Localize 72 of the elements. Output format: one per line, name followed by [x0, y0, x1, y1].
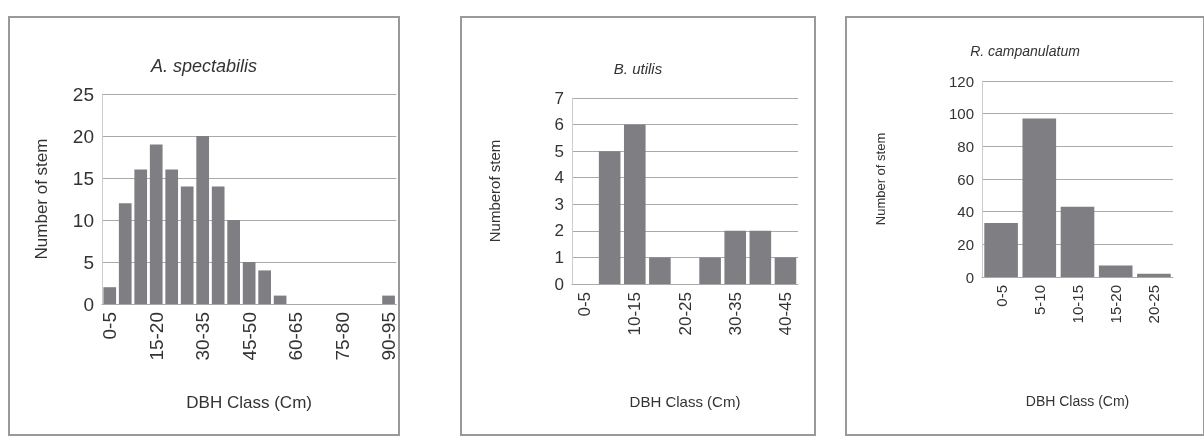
- x-tick-label: 20-25: [675, 292, 695, 336]
- chart-title: A. spectabilis: [149, 56, 258, 76]
- chart-title: R. campanulatum: [970, 43, 1081, 59]
- bar: [211, 186, 225, 304]
- x-tick-label: 90-95: [378, 312, 400, 361]
- bar: [134, 169, 148, 304]
- y-tick-label: 25: [72, 83, 94, 105]
- x-tick-label: 60-65: [285, 312, 307, 361]
- bar: [242, 262, 256, 304]
- y-tick-label: 120: [948, 72, 974, 90]
- x-tick-label: 20-25: [1145, 285, 1163, 324]
- y-tick-label: 20: [957, 235, 974, 253]
- y-axis-title: Number of stem: [873, 132, 888, 226]
- bar: [196, 136, 210, 304]
- x-tick-label: 45-50: [238, 312, 260, 361]
- bar: [774, 257, 797, 284]
- y-tick-label: 1: [554, 247, 564, 267]
- bar: [1022, 118, 1057, 277]
- bar: [649, 257, 671, 284]
- bar: [227, 220, 241, 304]
- x-tick-label: 30-35: [192, 312, 214, 361]
- x-tick-label: 10-15: [625, 292, 645, 336]
- y-tick-label: 0: [83, 293, 94, 315]
- y-tick-label: 80: [957, 137, 974, 155]
- bar: [984, 223, 1018, 277]
- bar: [724, 230, 747, 284]
- x-axis-title: DBH Class (Cm): [186, 393, 312, 412]
- chart-title: B. utilis: [613, 60, 663, 77]
- x-tick-label: 10-15: [1069, 285, 1086, 324]
- y-tick-label: 7: [554, 88, 564, 108]
- bar: [598, 151, 621, 284]
- bar: [1137, 273, 1171, 277]
- y-tick-label: 5: [83, 251, 94, 273]
- y-tick-label: 6: [554, 115, 564, 135]
- bar: [258, 270, 271, 304]
- y-tick-label: 60: [957, 170, 974, 188]
- bar: [382, 295, 395, 304]
- y-tick-label: 20: [72, 125, 94, 147]
- y-tick-label: 0: [965, 268, 974, 286]
- x-tick-label: 0-5: [99, 312, 121, 340]
- bar: [149, 144, 163, 304]
- x-tick-label: 75-80: [331, 312, 353, 361]
- y-tick-label: 40: [957, 203, 974, 221]
- bar: [749, 230, 772, 284]
- y-tick-label: 4: [554, 168, 564, 188]
- y-tick-label: 2: [554, 221, 564, 241]
- bar: [1060, 206, 1095, 277]
- x-axis-title: DBH Class (Cm): [629, 393, 741, 410]
- x-tick-label: 0-5: [575, 292, 595, 317]
- x-tick-label: 30-35: [725, 292, 745, 336]
- y-tick-label: 0: [554, 274, 564, 294]
- x-tick-label: 0-5: [992, 285, 1010, 307]
- y-tick-label: 3: [554, 194, 564, 214]
- bar: [623, 124, 646, 284]
- bar: [273, 295, 287, 304]
- bar: [118, 203, 132, 304]
- y-tick-label: 15: [72, 167, 94, 189]
- x-tick-label: 15-20: [145, 312, 167, 361]
- bar: [165, 169, 179, 304]
- bar: [699, 257, 721, 284]
- y-axis-title: Number of stem: [32, 138, 51, 260]
- x-tick-label: 5-10: [1030, 285, 1048, 316]
- bar: [180, 186, 194, 304]
- x-axis-title: DBH Class (Cm): [1025, 393, 1130, 409]
- x-tick-label: 40-45: [775, 292, 795, 336]
- y-axis-title: Numberof stem: [486, 139, 503, 243]
- bar: [1098, 265, 1133, 277]
- bar: [103, 287, 117, 304]
- y-tick-label: 5: [554, 141, 564, 161]
- x-tick-label: 15-20: [1107, 285, 1125, 324]
- y-tick-label: 10: [72, 209, 94, 231]
- y-tick-label: 100: [948, 105, 974, 123]
